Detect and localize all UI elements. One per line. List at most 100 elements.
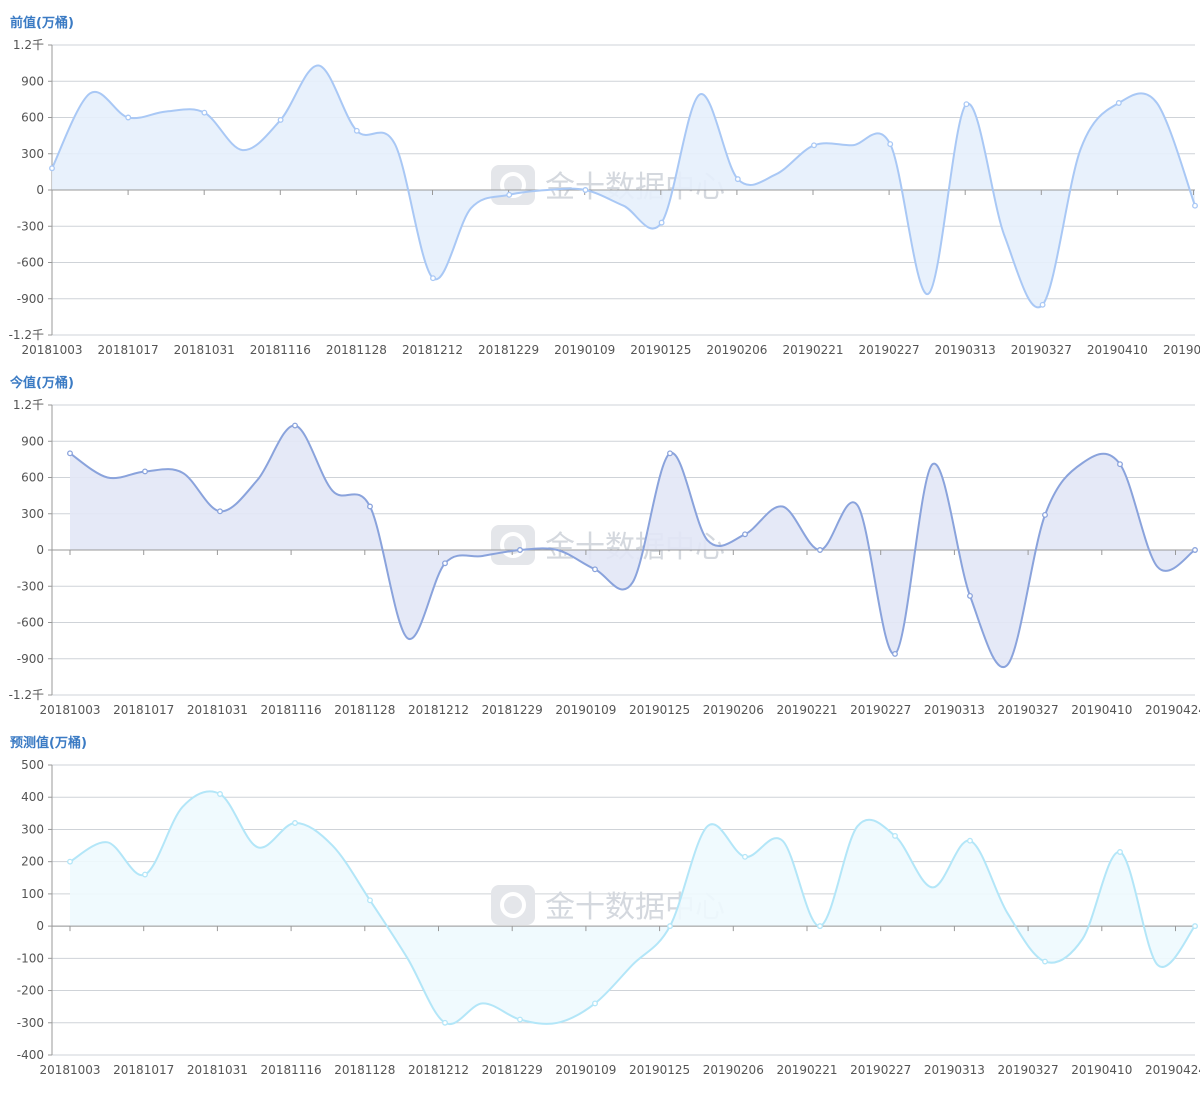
x-tick-label: 20181017 [98, 343, 159, 357]
data-point[interactable] [67, 450, 73, 457]
x-tick-label: 20190424 [1145, 1063, 1200, 1077]
data-point[interactable] [430, 275, 436, 282]
data-point[interactable] [582, 187, 589, 193]
x-tick-label: 20181003 [39, 703, 100, 717]
x-tick-label: 20190313 [924, 703, 985, 717]
data-point[interactable] [67, 858, 73, 865]
y-tick-label: -1.2千 [9, 328, 44, 342]
y-tick-label: -900 [17, 292, 44, 306]
x-tick-label: 20190125 [629, 703, 690, 717]
data-point[interactable] [892, 650, 898, 657]
watermark-logo-ring [500, 532, 526, 558]
data-point[interactable] [967, 592, 973, 599]
x-tick-label: 20181017 [113, 1063, 174, 1077]
data-point[interactable] [1115, 100, 1122, 106]
data-point[interactable] [742, 531, 748, 538]
x-tick-label: 20190206 [703, 703, 764, 717]
series-area-fill [52, 65, 1195, 308]
data-point[interactable] [201, 109, 208, 116]
y-tick-label: 900 [21, 434, 44, 448]
data-point[interactable] [592, 566, 598, 573]
data-point[interactable] [442, 1019, 448, 1026]
y-tick-label: -600 [17, 256, 44, 270]
y-tick-label: -300 [17, 219, 44, 233]
x-tick-label: 20190109 [554, 343, 615, 357]
y-tick-label: 0 [36, 543, 44, 557]
y-tick-label: 1.2千 [13, 398, 44, 412]
data-point[interactable] [292, 422, 298, 429]
y-tick-label: -400 [17, 1048, 44, 1062]
data-point[interactable] [817, 923, 823, 930]
data-point[interactable] [658, 219, 665, 226]
chart-title-actual: 今值(万桶) [10, 376, 74, 391]
x-tick-label: 20181003 [39, 1063, 100, 1077]
data-point[interactable] [367, 503, 373, 510]
data-point[interactable] [963, 101, 970, 108]
data-point[interactable] [142, 468, 148, 475]
data-point[interactable] [592, 1000, 598, 1007]
y-tick-label: -300 [17, 1016, 44, 1030]
y-tick-label: -200 [17, 984, 44, 998]
x-tick-label: 20190327 [998, 1063, 1059, 1077]
x-tick-label: 20190109 [555, 1063, 616, 1077]
data-point[interactable] [811, 142, 817, 149]
data-point[interactable] [506, 191, 513, 198]
y-tick-label: 300 [21, 822, 44, 836]
x-tick-label: 20190221 [782, 343, 843, 357]
x-tick-label: 20181212 [402, 343, 463, 357]
data-point[interactable] [1039, 301, 1046, 308]
data-point[interactable] [142, 871, 148, 878]
watermark-logo-ring [500, 892, 526, 918]
y-tick-label: 300 [21, 507, 44, 521]
data-point[interactable] [353, 127, 360, 134]
data-point[interactable] [217, 791, 223, 797]
data-point[interactable] [1117, 461, 1123, 468]
data-point[interactable] [892, 832, 898, 839]
series-area-fill [70, 425, 1195, 668]
data-point[interactable] [1042, 958, 1048, 965]
data-point[interactable] [742, 853, 748, 860]
y-tick-label: 200 [21, 855, 44, 869]
data-point[interactable] [667, 450, 673, 457]
y-tick-label: 300 [21, 147, 44, 161]
watermark-logo-icon [491, 165, 535, 205]
x-tick-label: 20181128 [326, 343, 387, 357]
data-point[interactable] [292, 820, 298, 826]
x-tick-label: 20190206 [703, 1063, 764, 1077]
data-point[interactable] [442, 560, 448, 567]
data-point[interactable] [125, 114, 132, 121]
x-tick-label: 20190206 [706, 343, 767, 357]
data-point[interactable] [887, 141, 894, 148]
x-tick-label: 20190227 [850, 703, 911, 717]
data-point[interactable] [1192, 547, 1198, 553]
data-point[interactable] [967, 837, 973, 844]
data-point[interactable] [277, 116, 284, 123]
data-point[interactable] [1117, 849, 1123, 855]
data-point[interactable] [667, 923, 673, 930]
data-point[interactable] [217, 508, 223, 515]
data-point[interactable] [1192, 923, 1198, 930]
data-point[interactable] [734, 176, 741, 183]
data-point[interactable] [517, 547, 523, 553]
y-tick-label: 100 [21, 887, 44, 901]
data-point[interactable] [1192, 202, 1198, 209]
x-tick-label: 20181003 [21, 343, 82, 357]
chart-svg-forecast: -400-300-200-1000100200300400500金十数据中心20… [17, 758, 1200, 1077]
x-tick-label: 20190125 [630, 343, 691, 357]
data-point[interactable] [517, 1016, 523, 1023]
x-tick-label: 20190227 [859, 343, 920, 357]
data-point[interactable] [367, 897, 373, 904]
data-point[interactable] [1042, 512, 1048, 518]
y-tick-label: 0 [36, 183, 44, 197]
chart-title-previous: 前值(万桶) [10, 16, 74, 31]
y-tick-label: -900 [17, 652, 44, 666]
y-tick-label: -600 [17, 616, 44, 630]
data-point[interactable] [817, 547, 823, 553]
x-tick-label: 20181229 [482, 703, 543, 717]
x-tick-label: 20190410 [1071, 1063, 1132, 1077]
chart-panel-actual: 今值(万桶) -1.2千 -900 -600 -300 0 300 600 900 1.2千 金十… [0, 360, 1200, 720]
y-tick-label: -1.2千 [9, 688, 44, 702]
x-tick-label: 20190313 [924, 1063, 985, 1077]
data-point[interactable] [49, 165, 55, 172]
x-tick-label: 20181116 [250, 343, 311, 357]
